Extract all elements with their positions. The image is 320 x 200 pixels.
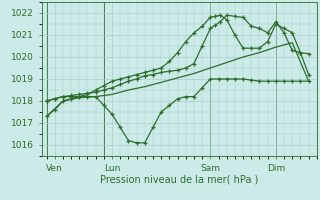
X-axis label: Pression niveau de la mer( hPa ): Pression niveau de la mer( hPa ) xyxy=(100,174,258,184)
